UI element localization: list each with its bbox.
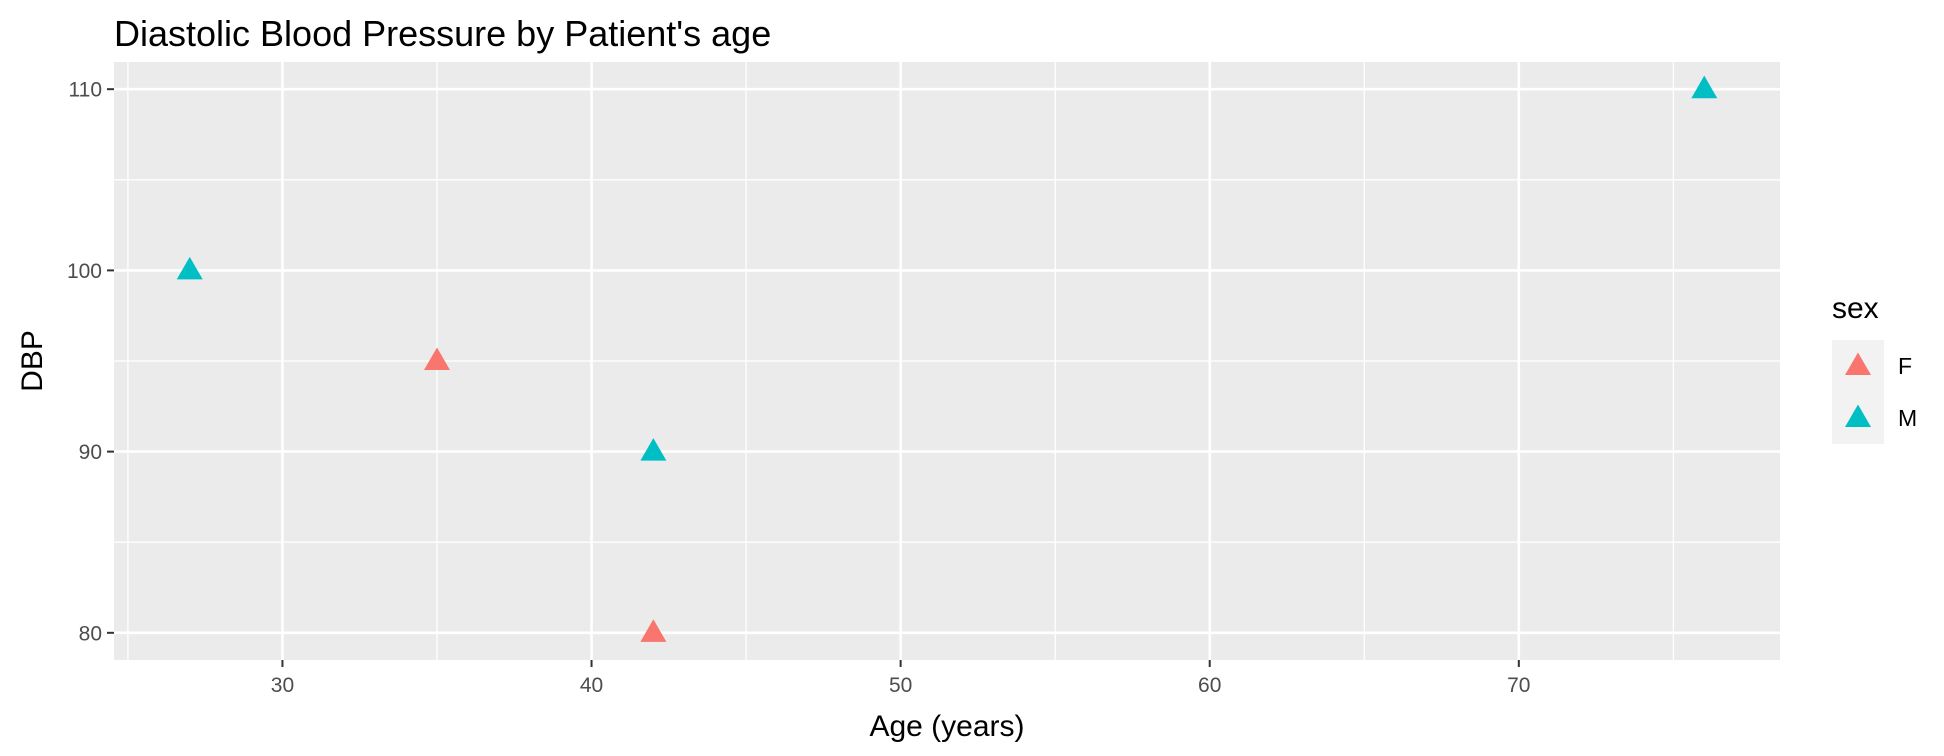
data-point-f bbox=[640, 619, 667, 642]
legend-label-m: M bbox=[1898, 405, 1917, 431]
chart-title: Diastolic Blood Pressure by Patient's ag… bbox=[114, 13, 771, 54]
data-point-m bbox=[176, 256, 203, 280]
legend: sex FM bbox=[1832, 292, 1917, 444]
x-tick-labels: 30 40 50 60 70 bbox=[271, 674, 1531, 697]
legend-label-f: F bbox=[1898, 353, 1912, 379]
data-point-m bbox=[640, 438, 667, 461]
data-point-f bbox=[424, 347, 450, 371]
data-points bbox=[176, 75, 1718, 642]
x-tick-label: 40 bbox=[580, 674, 603, 697]
y-tick-label: 100 bbox=[67, 260, 102, 283]
legend-key-m bbox=[1845, 404, 1871, 428]
legend-key-f bbox=[1845, 352, 1871, 376]
y-tick-label: 110 bbox=[69, 79, 102, 102]
y-axis-title: DBP bbox=[16, 330, 49, 392]
legend-title: sex bbox=[1832, 292, 1879, 325]
x-tick-label: 30 bbox=[271, 674, 294, 697]
major-gridlines bbox=[114, 62, 1780, 660]
y-tick-label: 90 bbox=[79, 441, 102, 464]
y-tick-label: 80 bbox=[79, 622, 102, 645]
x-tick-label: 50 bbox=[889, 674, 912, 697]
x-tick-label: 70 bbox=[1507, 674, 1530, 697]
x-axis-title: Age (years) bbox=[869, 710, 1024, 743]
axis-ticks bbox=[107, 88, 1520, 667]
data-point-m bbox=[1691, 75, 1718, 99]
x-tick-label: 60 bbox=[1198, 674, 1221, 697]
y-tick-labels: 80 90 100 110 bbox=[67, 79, 102, 646]
